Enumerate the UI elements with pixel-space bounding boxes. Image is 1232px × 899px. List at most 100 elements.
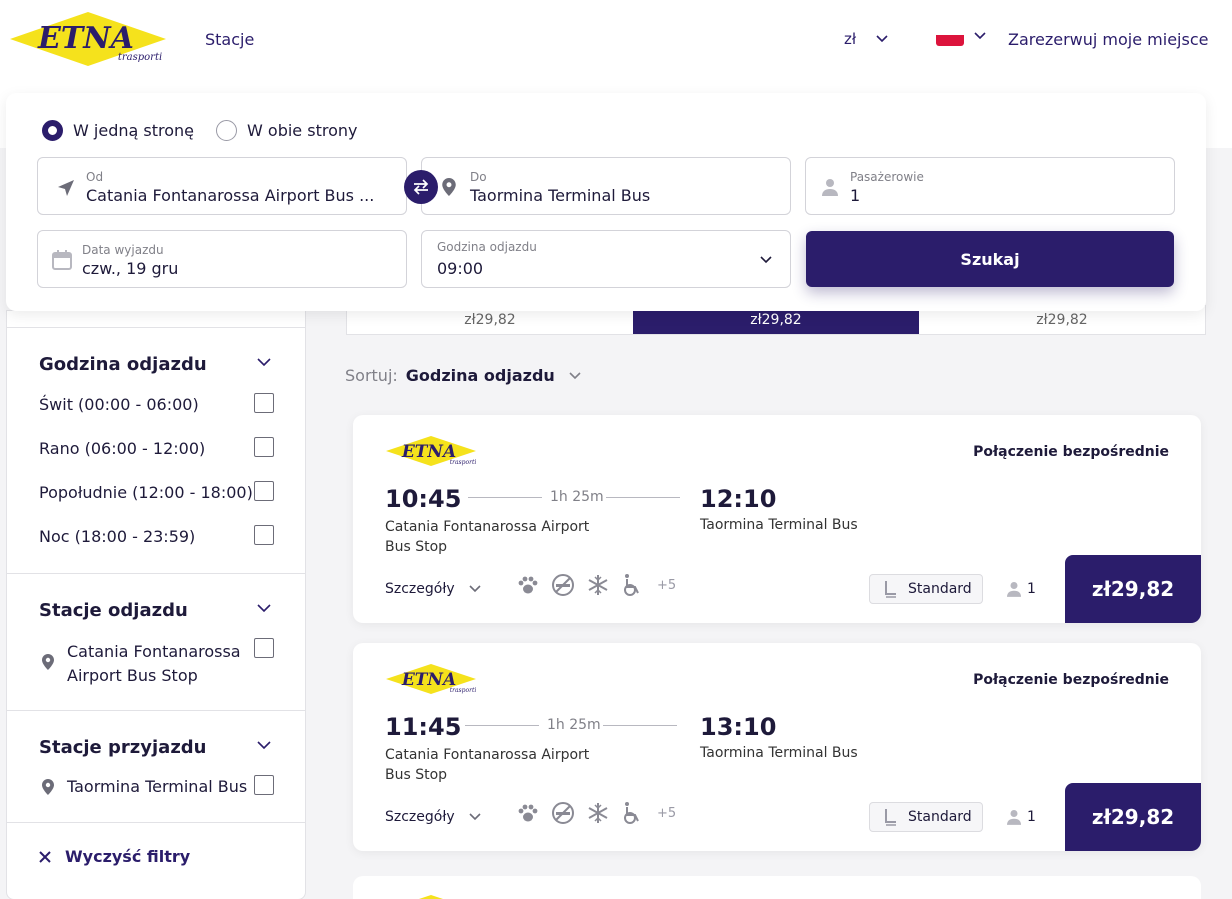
duration-line (603, 725, 677, 726)
swap-arrows-icon (413, 179, 429, 195)
duration-line (606, 497, 680, 498)
passengers-value: 1 (850, 186, 861, 205)
person-icon (1007, 810, 1021, 825)
chevron-down-icon[interactable] (257, 358, 271, 367)
to-field[interactable]: Do Taormina Terminal Bus (421, 157, 791, 215)
departure-time-select[interactable]: Godzina odjazdu 09:00 (421, 230, 791, 288)
round-trip-radio[interactable] (216, 120, 237, 141)
amenities: +5 (517, 573, 676, 597)
price-button[interactable]: zł29,82 (1065, 555, 1201, 623)
station-line: Airport Bus Stop (67, 666, 198, 685)
passenger-count-value: 1 (1027, 581, 1036, 597)
chevron-down-icon[interactable] (257, 604, 271, 613)
details-label: Szczegóły (385, 809, 455, 825)
operator-logo (419, 895, 443, 899)
trip-card[interactable]: ETNA trasporti Połączenie bezpośrednie 1… (353, 415, 1201, 623)
paw-icon (518, 804, 538, 822)
trip-card[interactable]: ETNA trasporti Połączenie bezpośrednie 1… (353, 643, 1201, 851)
filter-option-label: Popołudnie (12:00 - 18:00) (39, 483, 253, 502)
trip-duration: 1h 25m (550, 489, 604, 505)
departure-date-field[interactable]: Data wyjazdu czw., 19 gru (37, 230, 407, 288)
currency-selector[interactable]: zł (844, 30, 888, 48)
filter-checkbox-departure-station[interactable] (254, 638, 274, 658)
filter-title: Stacje przyjazdu (39, 737, 207, 758)
passengers-label: Pasażerowie (850, 170, 924, 184)
filter-option-label: Catania Fontanarossa Airport Bus Stop (67, 640, 241, 688)
chevron-down-icon (760, 256, 772, 264)
filter-option-label: Świt (00:00 - 06:00) (39, 395, 199, 414)
departure-time: 10:45 (385, 485, 462, 513)
person-icon (822, 179, 838, 196)
no-smoking-icon (552, 802, 574, 824)
reserve-seat-link[interactable]: Zarezerwuj moje miejsce (1008, 30, 1209, 49)
passenger-count: 1 (1007, 809, 1036, 825)
from-field[interactable]: Od Catania Fontanarossa Airport Bus ... (37, 157, 407, 215)
filter-option-label: Rano (06:00 - 12:00) (39, 439, 206, 458)
location-pin-icon (442, 178, 456, 196)
from-label: Od (86, 170, 104, 184)
chevron-down-icon[interactable] (257, 741, 271, 750)
trip-type-selector: W jedną stronę W obie strony (42, 120, 357, 141)
station-line: Catania Fontanarossa (67, 642, 241, 661)
time-value: 09:00 (437, 259, 484, 278)
amenities: +5 (517, 801, 676, 825)
departure-station: Catania Fontanarossa Airport Bus Stop (385, 745, 605, 785)
filter-checkbox-dawn[interactable] (254, 393, 274, 413)
duration-line (465, 725, 539, 726)
currency-label: zł (844, 30, 857, 48)
calendar-icon (52, 250, 72, 270)
filter-option-label: Noc (18:00 - 23:59) (39, 527, 196, 546)
filter-title: Stacje odjazdu (39, 600, 188, 621)
passenger-count: 1 (1007, 581, 1036, 597)
seat-class-label: Standard (908, 581, 972, 597)
direct-connection-label: Połączenie bezpośrednie (973, 672, 1169, 688)
clear-filters-button[interactable]: Wyczyść filtry (39, 847, 190, 866)
filter-option-label: Taormina Terminal Bus (67, 777, 248, 796)
no-smoking-icon (552, 574, 574, 596)
swap-stations-button[interactable] (404, 170, 438, 204)
etna-logo[interactable]: ETNA trasporti (8, 10, 168, 68)
chevron-down-icon (876, 35, 888, 43)
sort-control[interactable]: Sortuj: Godzina odjazdu (345, 366, 581, 385)
filter-checkbox-morning[interactable] (254, 437, 274, 457)
one-way-radio[interactable] (42, 120, 63, 141)
price-day-prev[interactable]: zł29,82 (464, 312, 516, 328)
svg-text:ETNA: ETNA (37, 21, 134, 56)
arrival-station: Taormina Terminal Bus (700, 517, 858, 533)
seat-class-badge: Standard (869, 574, 983, 604)
departure-station: Catania Fontanarossa Airport Bus Stop (385, 517, 605, 557)
language-selector[interactable] (936, 26, 986, 46)
sort-label: Sortuj: (345, 366, 398, 385)
station-line: Catania Fontanarossa Airport (385, 519, 590, 535)
more-amenities-count[interactable]: +5 (657, 805, 677, 821)
one-way-label[interactable]: W jedną stronę (73, 121, 194, 140)
filter-checkbox-arrival-station[interactable] (254, 775, 274, 795)
more-amenities-count[interactable]: +5 (657, 577, 677, 593)
filter-checkbox-night[interactable] (254, 525, 274, 545)
search-card: W jedną stronę W obie strony Od Catania … (6, 93, 1206, 311)
details-label: Szczegóły (385, 581, 455, 597)
nav-stations-link[interactable]: Stacje (205, 30, 255, 49)
arrival-station: Taormina Terminal Bus (700, 745, 858, 761)
svg-text:ETNA: ETNA (401, 670, 456, 690)
search-button[interactable]: Szukaj (806, 231, 1174, 287)
passenger-count-value: 1 (1027, 809, 1036, 825)
price-button[interactable]: zł29,82 (1065, 783, 1201, 851)
svg-text:ETNA: ETNA (401, 442, 456, 462)
trip-card[interactable] (353, 876, 1201, 899)
arrival-time: 13:10 (700, 713, 777, 741)
wheelchair-icon (624, 802, 639, 824)
filter-departure-stations: Stacje odjazdu Catania Fontanarossa Airp… (7, 573, 305, 710)
details-toggle[interactable]: Szczegóły (385, 809, 481, 825)
air-conditioning-icon (588, 803, 608, 823)
location-pin-icon (42, 654, 54, 670)
filter-checkbox-afternoon[interactable] (254, 481, 274, 501)
sort-value: Godzina odjazdu (405, 366, 555, 385)
passengers-field[interactable]: Pasażerowie 1 (805, 157, 1175, 215)
round-trip-label[interactable]: W obie strony (247, 121, 358, 140)
filter-departure-time: Godzina odjazdu Świt (00:00 - 06:00) Ran… (7, 327, 305, 573)
price-day-next[interactable]: zł29,82 (1036, 312, 1088, 328)
svg-text:trasporti: trasporti (450, 687, 477, 694)
chevron-down-icon (569, 371, 581, 379)
details-toggle[interactable]: Szczegóły (385, 581, 481, 597)
